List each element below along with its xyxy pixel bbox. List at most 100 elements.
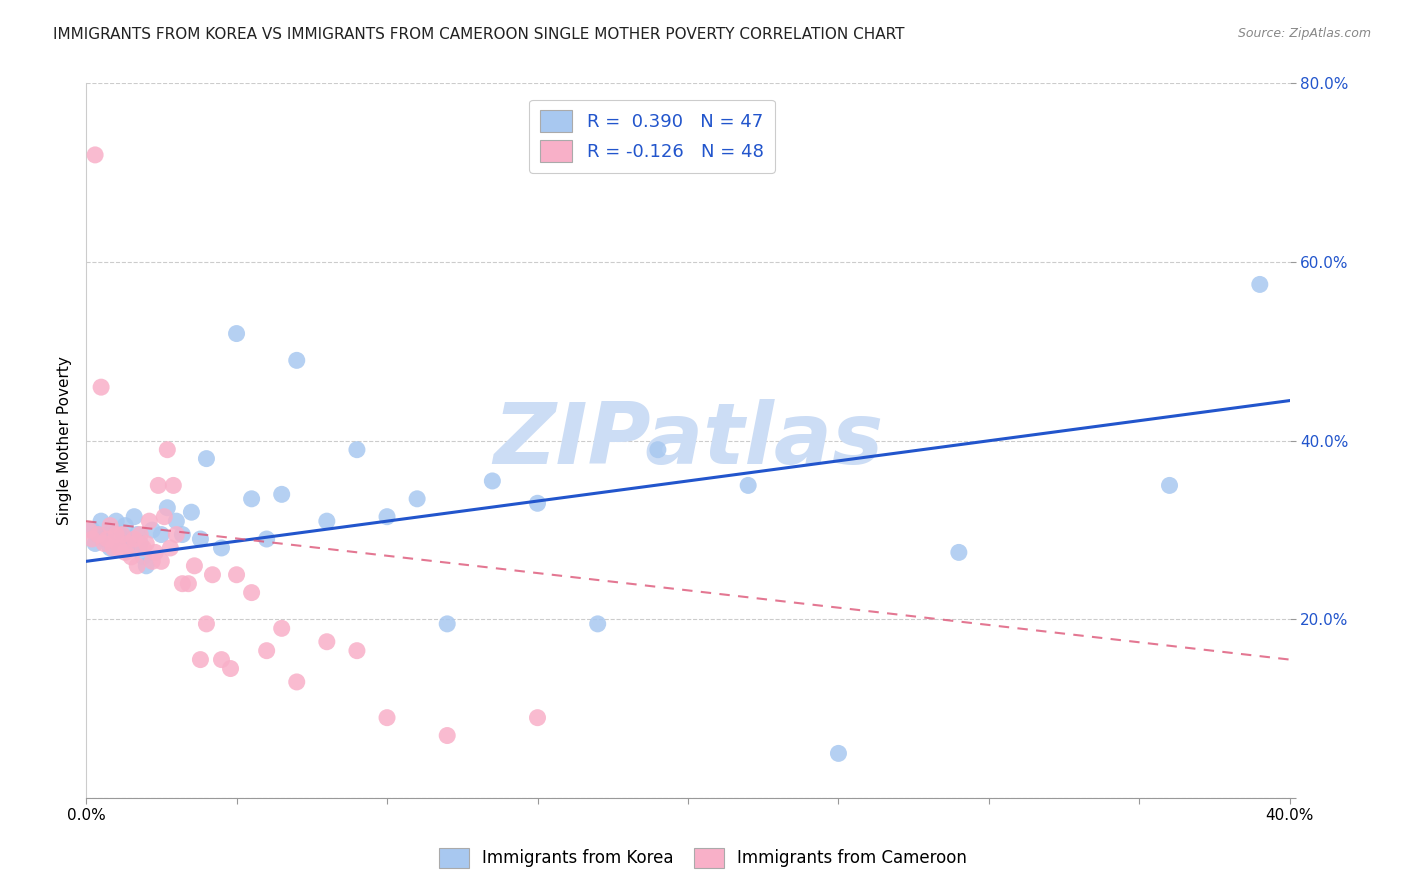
Legend: R =  0.390   N = 47, R = -0.126   N = 48: R = 0.390 N = 47, R = -0.126 N = 48 xyxy=(529,100,775,172)
Point xyxy=(122,509,145,524)
Legend: Immigrants from Korea, Immigrants from Cameroon: Immigrants from Korea, Immigrants from C… xyxy=(432,841,974,875)
Point xyxy=(148,478,170,492)
Point xyxy=(143,545,166,559)
Point xyxy=(96,527,118,541)
Point xyxy=(101,523,124,537)
Point xyxy=(93,536,115,550)
Point xyxy=(219,661,242,675)
Point xyxy=(162,478,184,492)
Point xyxy=(211,541,233,555)
Point xyxy=(101,541,124,555)
Point xyxy=(138,514,160,528)
Text: Source: ZipAtlas.com: Source: ZipAtlas.com xyxy=(1237,27,1371,40)
Point xyxy=(96,532,118,546)
Point xyxy=(165,527,187,541)
Point xyxy=(127,558,149,573)
Point xyxy=(90,380,112,394)
Point xyxy=(159,541,181,555)
Point xyxy=(90,514,112,528)
Point xyxy=(240,491,263,506)
Point xyxy=(172,576,194,591)
Point xyxy=(132,549,155,564)
Point xyxy=(526,496,548,510)
Point xyxy=(150,527,173,541)
Text: IMMIGRANTS FROM KOREA VS IMMIGRANTS FROM CAMEROON SINGLE MOTHER POVERTY CORRELAT: IMMIGRANTS FROM KOREA VS IMMIGRANTS FROM… xyxy=(53,27,905,42)
Point xyxy=(270,621,292,635)
Point xyxy=(132,541,155,555)
Point xyxy=(406,491,429,506)
Point xyxy=(315,634,337,648)
Point xyxy=(129,536,152,550)
Point xyxy=(165,514,187,528)
Point xyxy=(127,527,149,541)
Point xyxy=(211,652,233,666)
Point xyxy=(114,545,136,559)
Point xyxy=(98,541,121,555)
Point xyxy=(84,148,107,162)
Point xyxy=(111,527,134,541)
Point xyxy=(285,675,308,690)
Point xyxy=(375,509,398,524)
Point xyxy=(77,523,100,537)
Point xyxy=(481,474,503,488)
Point xyxy=(87,527,110,541)
Point xyxy=(190,652,212,666)
Point xyxy=(190,532,212,546)
Point xyxy=(948,545,970,559)
Point xyxy=(120,541,142,555)
Point xyxy=(93,532,115,546)
Point xyxy=(129,527,152,541)
Point xyxy=(346,442,368,457)
Point xyxy=(436,729,458,743)
Point xyxy=(122,532,145,546)
Point xyxy=(346,643,368,657)
Point xyxy=(117,532,139,546)
Point xyxy=(180,505,202,519)
Point xyxy=(183,558,205,573)
Point xyxy=(195,451,218,466)
Point xyxy=(87,527,110,541)
Point xyxy=(150,554,173,568)
Point xyxy=(1249,277,1271,292)
Point xyxy=(105,514,128,528)
Point xyxy=(80,523,103,537)
Point xyxy=(98,518,121,533)
Point xyxy=(156,500,179,515)
Point xyxy=(827,747,849,761)
Point xyxy=(225,326,247,341)
Text: ZIPatlas: ZIPatlas xyxy=(494,400,883,483)
Point xyxy=(120,549,142,564)
Point xyxy=(108,527,131,541)
Point xyxy=(84,536,107,550)
Point xyxy=(153,509,176,524)
Point xyxy=(80,532,103,546)
Point xyxy=(195,616,218,631)
Point xyxy=(256,532,278,546)
Point xyxy=(117,536,139,550)
Point xyxy=(436,616,458,631)
Point xyxy=(156,442,179,457)
Point xyxy=(141,523,163,537)
Point xyxy=(375,711,398,725)
Point xyxy=(586,616,609,631)
Point xyxy=(225,567,247,582)
Y-axis label: Single Mother Poverty: Single Mother Poverty xyxy=(58,356,72,525)
Point xyxy=(141,554,163,568)
Point xyxy=(177,576,200,591)
Point xyxy=(315,514,337,528)
Point xyxy=(105,527,128,541)
Point xyxy=(1159,478,1181,492)
Point xyxy=(256,643,278,657)
Point xyxy=(285,353,308,368)
Point xyxy=(108,541,131,555)
Point xyxy=(270,487,292,501)
Point xyxy=(135,558,157,573)
Point xyxy=(201,567,224,582)
Point xyxy=(647,442,669,457)
Point xyxy=(114,518,136,533)
Point xyxy=(737,478,759,492)
Point xyxy=(526,711,548,725)
Point xyxy=(172,527,194,541)
Point xyxy=(135,536,157,550)
Point xyxy=(111,536,134,550)
